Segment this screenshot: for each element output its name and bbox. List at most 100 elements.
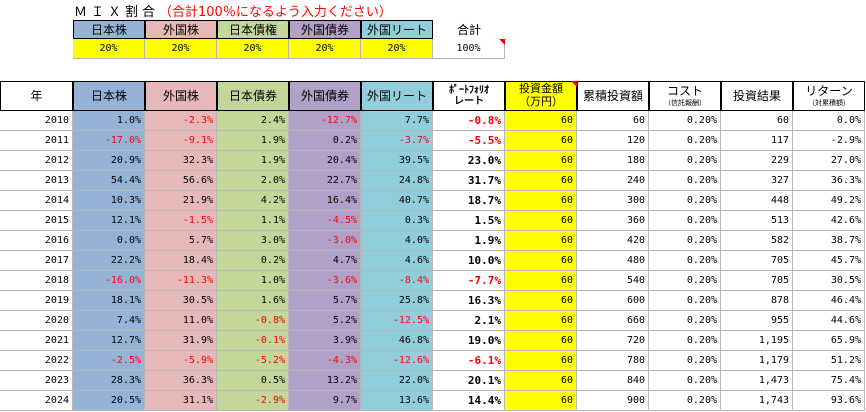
table-cell[interactable]: 480	[577, 251, 649, 271]
table-cell[interactable]: 10.3%	[73, 191, 145, 211]
table-cell[interactable]: 0.20%	[649, 331, 721, 351]
table-cell[interactable]: 30.5%	[145, 291, 217, 311]
table-cell[interactable]: 660	[577, 311, 649, 331]
table-cell[interactable]: 39.5%	[361, 151, 433, 171]
table-cell[interactable]: 12.7%	[73, 331, 145, 351]
table-cell[interactable]: -12.5%	[361, 311, 433, 331]
table-cell[interactable]: 1.0%	[217, 271, 289, 291]
table-cell[interactable]: 16.4%	[289, 191, 361, 211]
table-cell[interactable]: 2.0%	[217, 171, 289, 191]
table-cell[interactable]: 20.5%	[73, 391, 145, 411]
table-cell[interactable]: 582	[721, 231, 793, 251]
table-cell[interactable]: 25.8%	[361, 291, 433, 311]
table-cell[interactable]: 229	[721, 151, 793, 171]
table-cell[interactable]: 20.9%	[73, 151, 145, 171]
table-cell[interactable]: -3.6%	[289, 271, 361, 291]
table-cell[interactable]: 0.3%	[361, 211, 433, 231]
mix-header-jp_bond[interactable]: 日本債権	[217, 20, 289, 39]
table-cell[interactable]: 60	[505, 151, 577, 171]
table-cell[interactable]: 0.20%	[649, 291, 721, 311]
table-cell[interactable]: 60	[505, 351, 577, 371]
header-cumulative[interactable]: 累積投資額	[577, 81, 649, 111]
row-year[interactable]: 2024	[0, 391, 73, 411]
table-cell[interactable]: -12.6%	[361, 351, 433, 371]
table-cell[interactable]: 0.20%	[649, 151, 721, 171]
table-cell[interactable]: -4.5%	[289, 211, 361, 231]
table-cell[interactable]: 1,195	[721, 331, 793, 351]
table-cell[interactable]: 12.1%	[73, 211, 145, 231]
table-cell[interactable]: 0.2%	[217, 251, 289, 271]
table-cell[interactable]: 900	[577, 391, 649, 411]
row-year[interactable]: 2011	[0, 131, 73, 151]
table-cell[interactable]: 1.0%	[73, 111, 145, 131]
header-year[interactable]: 年	[0, 81, 73, 111]
table-cell[interactable]: 44.6%	[793, 311, 865, 331]
row-year[interactable]: 2023	[0, 371, 73, 391]
table-cell[interactable]: 60	[505, 131, 577, 151]
table-cell[interactable]: 42.6%	[793, 211, 865, 231]
table-cell[interactable]: 56.6%	[145, 171, 217, 191]
table-cell[interactable]: 1.9%	[433, 231, 505, 251]
table-cell[interactable]: 19.0%	[433, 331, 505, 351]
table-cell[interactable]: 60	[505, 231, 577, 251]
mix-input-fx_stock[interactable]: 20%	[145, 39, 217, 59]
table-cell[interactable]: 5.2%	[289, 311, 361, 331]
header-result[interactable]: 投資結果	[721, 81, 793, 111]
table-cell[interactable]: 31.7%	[433, 171, 505, 191]
table-cell[interactable]: 513	[721, 211, 793, 231]
table-cell[interactable]: 0.0%	[73, 231, 145, 251]
mix-header-jp_stock[interactable]: 日本株	[73, 20, 145, 39]
table-cell[interactable]: 0.20%	[649, 351, 721, 371]
table-cell[interactable]: 1,743	[721, 391, 793, 411]
row-year[interactable]: 2016	[0, 231, 73, 251]
table-cell[interactable]: 540	[577, 271, 649, 291]
table-cell[interactable]: 0.20%	[649, 191, 721, 211]
table-cell[interactable]: 720	[577, 331, 649, 351]
row-year[interactable]: 2020	[0, 311, 73, 331]
table-cell[interactable]: 0.0%	[793, 111, 865, 131]
table-cell[interactable]: 1.1%	[217, 211, 289, 231]
table-cell[interactable]: 40.7%	[361, 191, 433, 211]
row-year[interactable]: 2019	[0, 291, 73, 311]
table-cell[interactable]: -5.9%	[145, 351, 217, 371]
table-cell[interactable]: 46.8%	[361, 331, 433, 351]
table-cell[interactable]: 60	[721, 111, 793, 131]
row-year[interactable]: 2017	[0, 251, 73, 271]
mix-input-jp_bond[interactable]: 20%	[217, 39, 289, 59]
row-year[interactable]: 2022	[0, 351, 73, 371]
mix-total-value[interactable]: 100%	[433, 39, 505, 59]
table-cell[interactable]: 22.2%	[73, 251, 145, 271]
table-cell[interactable]: 0.20%	[649, 371, 721, 391]
table-cell[interactable]: 0.20%	[649, 391, 721, 411]
table-cell[interactable]: 51.2%	[793, 351, 865, 371]
table-cell[interactable]: 21.9%	[145, 191, 217, 211]
table-cell[interactable]: 1,473	[721, 371, 793, 391]
table-cell[interactable]: 600	[577, 291, 649, 311]
table-cell[interactable]: 49.2%	[793, 191, 865, 211]
table-cell[interactable]: 20.1%	[433, 371, 505, 391]
table-cell[interactable]: 120	[577, 131, 649, 151]
table-cell[interactable]: 23.0%	[433, 151, 505, 171]
mix-header-fx_reit[interactable]: 外国リート	[361, 20, 433, 39]
row-year[interactable]: 2021	[0, 331, 73, 351]
table-cell[interactable]: -8.4%	[361, 271, 433, 291]
table-cell[interactable]: -2.3%	[145, 111, 217, 131]
table-cell[interactable]: 30.5%	[793, 271, 865, 291]
table-cell[interactable]: 9.7%	[289, 391, 361, 411]
table-cell[interactable]: 28.3%	[73, 371, 145, 391]
header-jp_stock[interactable]: 日本株	[73, 81, 145, 111]
table-cell[interactable]: 93.6%	[793, 391, 865, 411]
table-cell[interactable]: -1.5%	[145, 211, 217, 231]
mix-header-fx_bond[interactable]: 外国債券	[289, 20, 361, 39]
table-cell[interactable]: 13.2%	[289, 371, 361, 391]
table-cell[interactable]: 54.4%	[73, 171, 145, 191]
table-cell[interactable]: -3.7%	[361, 131, 433, 151]
table-cell[interactable]: -2.9%	[217, 391, 289, 411]
table-cell[interactable]: 32.3%	[145, 151, 217, 171]
table-cell[interactable]: -2.5%	[73, 351, 145, 371]
header-fx_reit[interactable]: 外国リート	[361, 81, 433, 111]
table-cell[interactable]: 60	[577, 111, 649, 131]
table-cell[interactable]: 60	[505, 211, 577, 231]
table-cell[interactable]: 705	[721, 251, 793, 271]
table-cell[interactable]: 60	[505, 331, 577, 351]
